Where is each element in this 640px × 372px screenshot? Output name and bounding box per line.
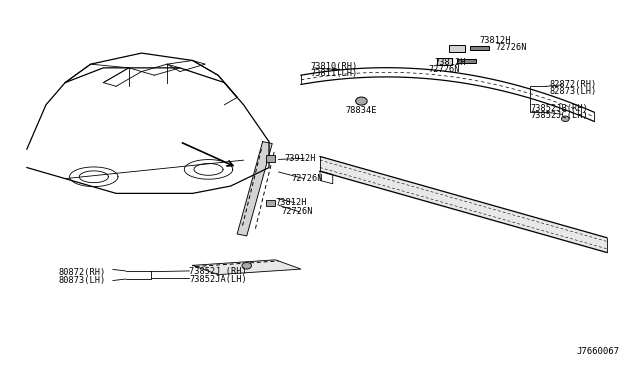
Text: 80873(LH): 80873(LH) [59,276,106,285]
Text: 73812H: 73812H [479,36,511,45]
Text: 73812H: 73812H [275,198,307,207]
Text: 73812H: 73812H [435,58,466,67]
Text: 72726N: 72726N [291,174,323,183]
Ellipse shape [561,116,569,122]
Text: 72726N: 72726N [495,43,527,52]
Text: 73852JB(RH): 73852JB(RH) [531,104,588,113]
Ellipse shape [356,97,367,105]
Bar [470,46,489,51]
Text: 73811(LH): 73811(LH) [310,69,358,78]
Text: 73852JA(LH): 73852JA(LH) [189,275,247,283]
Polygon shape [237,142,272,236]
Text: 73810(RH): 73810(RH) [310,61,358,71]
Bar [266,200,275,206]
Text: 73852J (RH): 73852J (RH) [189,267,247,276]
Bar [436,58,452,65]
Text: J7660067: J7660067 [577,347,620,356]
Text: 80872(RH): 80872(RH) [59,268,106,277]
Text: 72726N: 72726N [428,65,460,74]
Text: 73852JC(LH): 73852JC(LH) [531,111,588,121]
Text: 82872(RH): 82872(RH) [549,80,596,89]
Text: 72726N: 72726N [282,207,313,217]
Text: 73912H: 73912H [285,154,316,163]
Text: 82873(LH): 82873(LH) [549,87,596,96]
Polygon shape [193,260,301,275]
Ellipse shape [242,262,252,269]
Text: 78834E: 78834E [346,106,377,115]
Bar [457,59,476,63]
Bar [266,155,275,162]
Bar [449,45,465,52]
